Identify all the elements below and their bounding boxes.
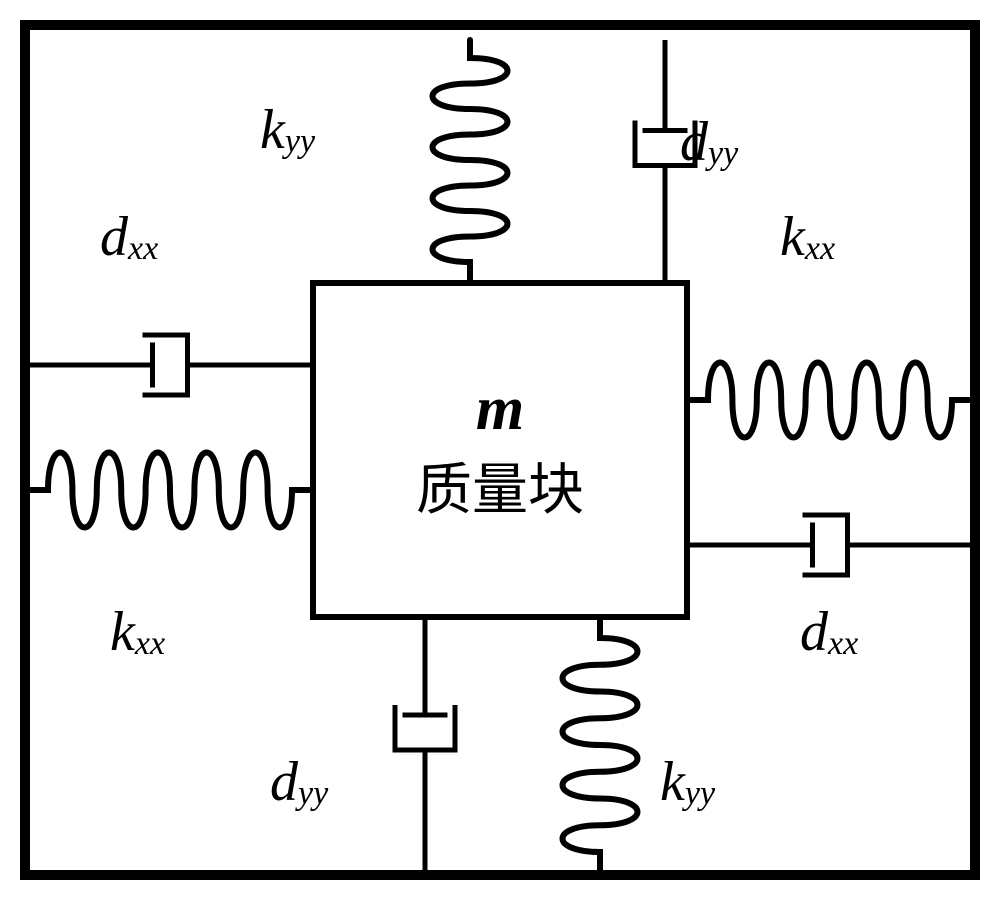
label-dxx-right: dxx (800, 600, 858, 664)
label-kyy-top: kyy (260, 98, 315, 162)
label-kyy-bottom: kyy (660, 750, 715, 814)
mass-label-sub: 质量块 (416, 445, 584, 526)
label-dyy-bottom: dyy (270, 750, 328, 814)
spring-top (420, 40, 520, 280)
mechanical-diagram: m 质量块 kyy dyy dxx kxx kxx dxx dyy kyy (20, 20, 980, 880)
label-dxx-left: dxx (100, 205, 158, 269)
spring-left (30, 440, 310, 540)
mass-block: m 质量块 (310, 280, 690, 620)
spring-bottom (550, 620, 650, 870)
damper-right (690, 510, 970, 605)
label-kxx-left: kxx (110, 600, 165, 664)
label-kxx-right: kxx (780, 205, 835, 269)
label-dyy-top: dyy (680, 110, 738, 174)
damper-bottom (390, 620, 485, 870)
spring-right (690, 350, 970, 450)
mass-label-main: m (476, 374, 524, 445)
damper-left (30, 330, 310, 425)
